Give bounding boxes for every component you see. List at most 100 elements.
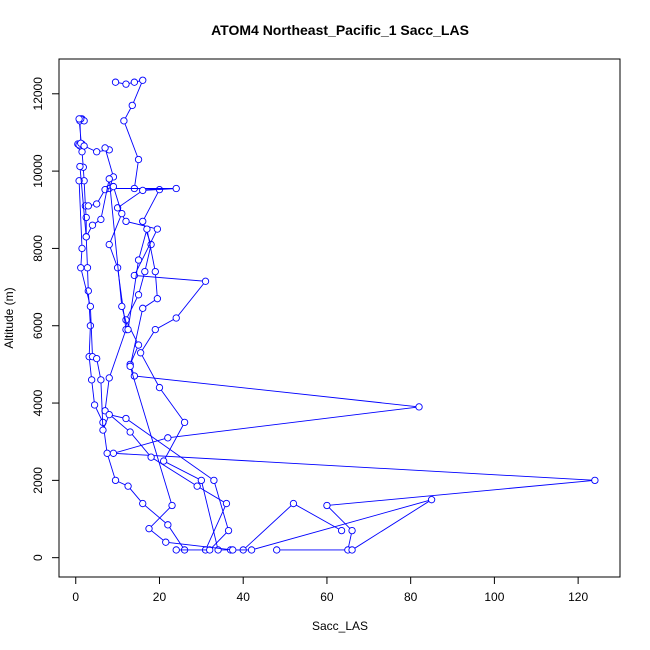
data-point	[97, 376, 105, 384]
data-point	[143, 225, 151, 233]
data-point	[128, 101, 136, 110]
data-point	[193, 482, 201, 490]
data-point	[88, 376, 96, 384]
y-tick-label: 6000	[31, 312, 45, 339]
data-point	[273, 546, 281, 554]
data-point	[155, 383, 164, 392]
data-point	[82, 233, 90, 241]
data-point	[88, 221, 97, 229]
data-point	[147, 453, 155, 461]
x-tick-label: 120	[568, 590, 588, 604]
data-point	[201, 277, 210, 285]
data-point	[134, 155, 143, 164]
data-point	[80, 142, 88, 150]
y-tick-label: 2000	[31, 467, 45, 494]
data-point	[139, 304, 147, 312]
data-point	[141, 267, 149, 276]
data-point	[109, 449, 118, 457]
x-tick-label: 20	[153, 590, 167, 604]
data-point	[111, 476, 120, 485]
data-point	[153, 295, 162, 303]
series-5	[75, 177, 233, 554]
x-axis: 0 20 40 60 80 100 120	[72, 576, 588, 604]
data-point	[122, 217, 130, 226]
data-point	[168, 501, 176, 510]
data-point	[162, 538, 170, 546]
data-point	[86, 302, 95, 311]
data-point	[172, 184, 180, 193]
data-point	[145, 525, 153, 533]
data-point	[83, 264, 92, 272]
data-point	[122, 80, 130, 88]
x-tick-label: 0	[72, 590, 79, 604]
data-point	[103, 449, 111, 457]
data-point	[118, 302, 126, 311]
series-4	[84, 182, 231, 554]
data-point	[86, 322, 95, 330]
data-point	[180, 418, 189, 427]
data-point	[337, 526, 346, 535]
data-point	[105, 374, 113, 382]
x-axis-label: Sacc_LAS	[312, 619, 368, 633]
data-point	[120, 117, 128, 125]
data-point	[229, 546, 237, 554]
y-tick-label: 12000	[31, 77, 45, 111]
data-point	[84, 202, 92, 210]
series-line	[79, 166, 432, 551]
y-tick-label: 10000	[31, 154, 45, 188]
data-point	[126, 362, 134, 370]
data-point	[427, 496, 436, 504]
x-tick-label: 60	[320, 590, 334, 604]
series-layer	[74, 76, 599, 554]
data-point	[222, 499, 231, 508]
y-tick-label: 8000	[31, 235, 45, 262]
data-point	[105, 410, 113, 419]
data-point	[122, 414, 130, 423]
data-point	[197, 476, 205, 485]
series-line	[113, 79, 595, 551]
data-point	[134, 256, 143, 264]
data-point	[139, 499, 147, 508]
data-point	[289, 499, 298, 508]
series-line	[78, 180, 230, 551]
series-line	[83, 145, 342, 551]
data-point	[139, 217, 147, 226]
data-point	[224, 526, 233, 535]
y-tick-label: 4000	[31, 389, 45, 416]
data-point	[78, 244, 86, 253]
data-point	[210, 476, 218, 485]
data-point	[90, 401, 99, 409]
data-point	[164, 521, 172, 529]
data-point	[415, 403, 423, 411]
data-point	[130, 78, 139, 86]
data-point	[93, 354, 101, 363]
data-point	[139, 76, 147, 84]
data-point	[348, 546, 356, 554]
data-point	[247, 546, 256, 554]
x-tick-label: 100	[484, 590, 504, 604]
data-point	[348, 526, 356, 535]
data-point	[76, 162, 84, 171]
data-point	[77, 264, 85, 272]
data-point	[139, 186, 147, 195]
chart-title: ATOM4 Northeast_Pacific_1 Sacc_LAS	[211, 22, 469, 38]
data-point	[109, 182, 118, 191]
data-point	[111, 78, 120, 86]
data-point	[99, 426, 107, 434]
data-point	[105, 240, 113, 249]
data-point	[206, 546, 214, 554]
plot-frame	[58, 58, 621, 578]
data-point	[172, 314, 180, 322]
data-point	[126, 428, 134, 436]
x-tick-label: 80	[404, 590, 418, 604]
data-point	[93, 200, 101, 208]
y-axis: 0 2000 4000 6000 8000 10000 12000	[31, 77, 60, 561]
data-point	[134, 341, 143, 349]
data-point	[151, 267, 159, 276]
y-axis-label: Altitude (m)	[2, 287, 16, 348]
series-3	[80, 142, 346, 554]
data-point	[134, 291, 143, 299]
data-point	[97, 215, 105, 224]
data-point	[153, 225, 162, 233]
